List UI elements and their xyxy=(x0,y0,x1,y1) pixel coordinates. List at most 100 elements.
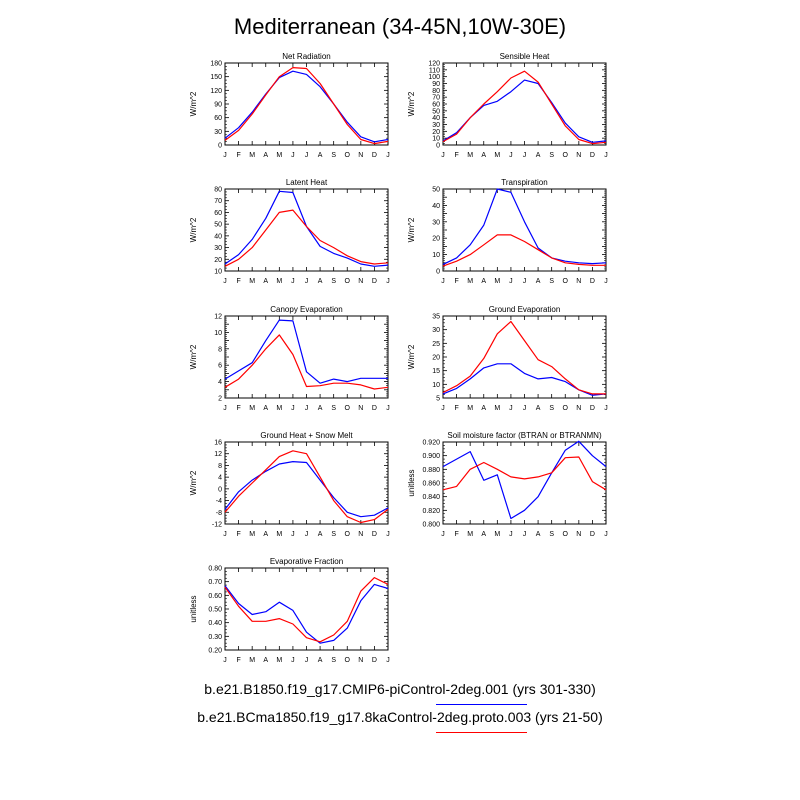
y-axis-label: unitless xyxy=(407,469,416,496)
x-tick-label: A xyxy=(318,278,323,285)
series-line-picontrol xyxy=(224,583,389,644)
x-tick-label: D xyxy=(372,152,377,159)
x-tick-label: D xyxy=(372,405,377,412)
x-tick-label: F xyxy=(454,152,458,159)
x-tick-label: J xyxy=(386,405,390,412)
x-tick-label: M xyxy=(467,531,473,538)
x-tick-label: J xyxy=(509,405,513,412)
x-tick-label: M xyxy=(276,405,282,412)
x-tick-label: S xyxy=(331,405,336,412)
y-tick-label: 80 xyxy=(214,187,222,194)
x-tick-label: J xyxy=(604,405,608,412)
x-tick-label: J xyxy=(509,152,513,159)
x-tick-label: A xyxy=(263,531,268,538)
panel-title: Canopy Evaporation xyxy=(270,305,343,314)
x-tick-label: O xyxy=(345,278,351,285)
y-tick-label: 150 xyxy=(210,74,222,81)
x-tick-label: J xyxy=(441,531,445,538)
plot-frame xyxy=(442,188,607,272)
series-line-8kacontrol xyxy=(224,576,389,643)
y-tick-label: 5 xyxy=(436,396,440,403)
panel-title: Ground Evaporation xyxy=(489,305,561,314)
y-axis-label: W/m^2 xyxy=(189,91,198,116)
y-tick-label: 60 xyxy=(432,102,440,109)
x-tick-label: N xyxy=(358,152,363,159)
y-tick-label: 0.820 xyxy=(422,508,440,515)
series-line-8kacontrol xyxy=(224,450,389,524)
y-axis-label: W/m^2 xyxy=(189,217,198,242)
x-tick-label: M xyxy=(249,657,255,664)
y-tick-label: 4 xyxy=(218,475,222,482)
x-tick-label: N xyxy=(358,278,363,285)
plot-frame xyxy=(442,62,607,146)
x-tick-label: J xyxy=(223,405,227,412)
x-tick-label: S xyxy=(549,278,554,285)
x-tick-label: J xyxy=(441,405,445,412)
x-tick-label: N xyxy=(358,531,363,538)
x-tick-label: O xyxy=(563,405,569,412)
y-tick-label: 30 xyxy=(214,245,222,252)
x-tick-label: S xyxy=(549,531,554,538)
x-tick-label: J xyxy=(223,152,227,159)
panel-soil-moisture-factor-btran-or-btranmn: Soil moisture factor (BTRAN or BTRANMN) u… xyxy=(407,431,608,538)
x-tick-label: O xyxy=(345,405,351,412)
y-tick-label: 25 xyxy=(432,341,440,348)
plot-frame xyxy=(442,441,607,525)
x-tick-label: M xyxy=(276,152,282,159)
y-tick-label: 0.800 xyxy=(422,522,440,529)
x-tick-label: A xyxy=(481,405,486,412)
series-line-picontrol xyxy=(442,79,607,143)
x-tick-label: M xyxy=(494,405,500,412)
y-tick-label: 12 xyxy=(214,451,222,458)
x-tick-label: D xyxy=(372,278,377,285)
x-tick-label: S xyxy=(331,531,336,538)
y-tick-label: 8 xyxy=(218,346,222,353)
x-tick-label: S xyxy=(331,152,336,159)
y-axis-label: W/m^2 xyxy=(189,344,198,369)
y-tick-label: 0.840 xyxy=(422,494,440,501)
x-tick-label: F xyxy=(236,278,240,285)
x-tick-label: J xyxy=(305,278,309,285)
y-tick-label: 0 xyxy=(218,143,222,150)
x-tick-label: F xyxy=(236,531,240,538)
plot-frame xyxy=(224,62,389,146)
x-tick-label: J xyxy=(386,531,390,538)
x-tick-label: D xyxy=(590,531,595,538)
x-tick-label: J xyxy=(386,278,390,285)
y-tick-label: 30 xyxy=(214,129,222,136)
x-tick-label: F xyxy=(236,405,240,412)
x-tick-label: J xyxy=(223,531,227,538)
x-tick-label: M xyxy=(494,531,500,538)
y-tick-label: 90 xyxy=(214,102,222,109)
y-axis-label: W/m^2 xyxy=(407,217,416,242)
x-tick-label: S xyxy=(549,152,554,159)
x-tick-label: J xyxy=(386,657,390,664)
x-tick-label: J xyxy=(604,531,608,538)
x-tick-label: J xyxy=(523,531,527,538)
panel-title: Net Radiation xyxy=(282,52,330,61)
series-line-8kacontrol xyxy=(224,66,389,145)
x-tick-label: D xyxy=(590,278,595,285)
x-tick-label: S xyxy=(331,657,336,664)
y-tick-label: 70 xyxy=(432,95,440,102)
y-tick-label: 90 xyxy=(432,81,440,88)
y-tick-label: 80 xyxy=(432,88,440,95)
y-tick-label: 40 xyxy=(432,115,440,122)
series-line-picontrol xyxy=(442,188,607,265)
x-tick-label: D xyxy=(590,152,595,159)
x-tick-label: A xyxy=(263,152,268,159)
y-tick-label: 0.80 xyxy=(208,566,222,573)
series-line-8kacontrol xyxy=(442,234,606,267)
y-tick-label: 4 xyxy=(218,379,222,386)
x-tick-label: A xyxy=(481,531,486,538)
x-tick-label: J xyxy=(441,152,445,159)
x-tick-label: O xyxy=(345,657,351,664)
y-tick-label: 30 xyxy=(432,122,440,129)
x-tick-label: M xyxy=(467,278,473,285)
x-tick-label: M xyxy=(276,278,282,285)
y-tick-label: -8 xyxy=(216,510,222,517)
y-tick-label: -12 xyxy=(212,522,222,529)
x-tick-label: M xyxy=(494,278,500,285)
figure-title: Mediterranean (34-45N,10W-30E) xyxy=(233,14,567,39)
